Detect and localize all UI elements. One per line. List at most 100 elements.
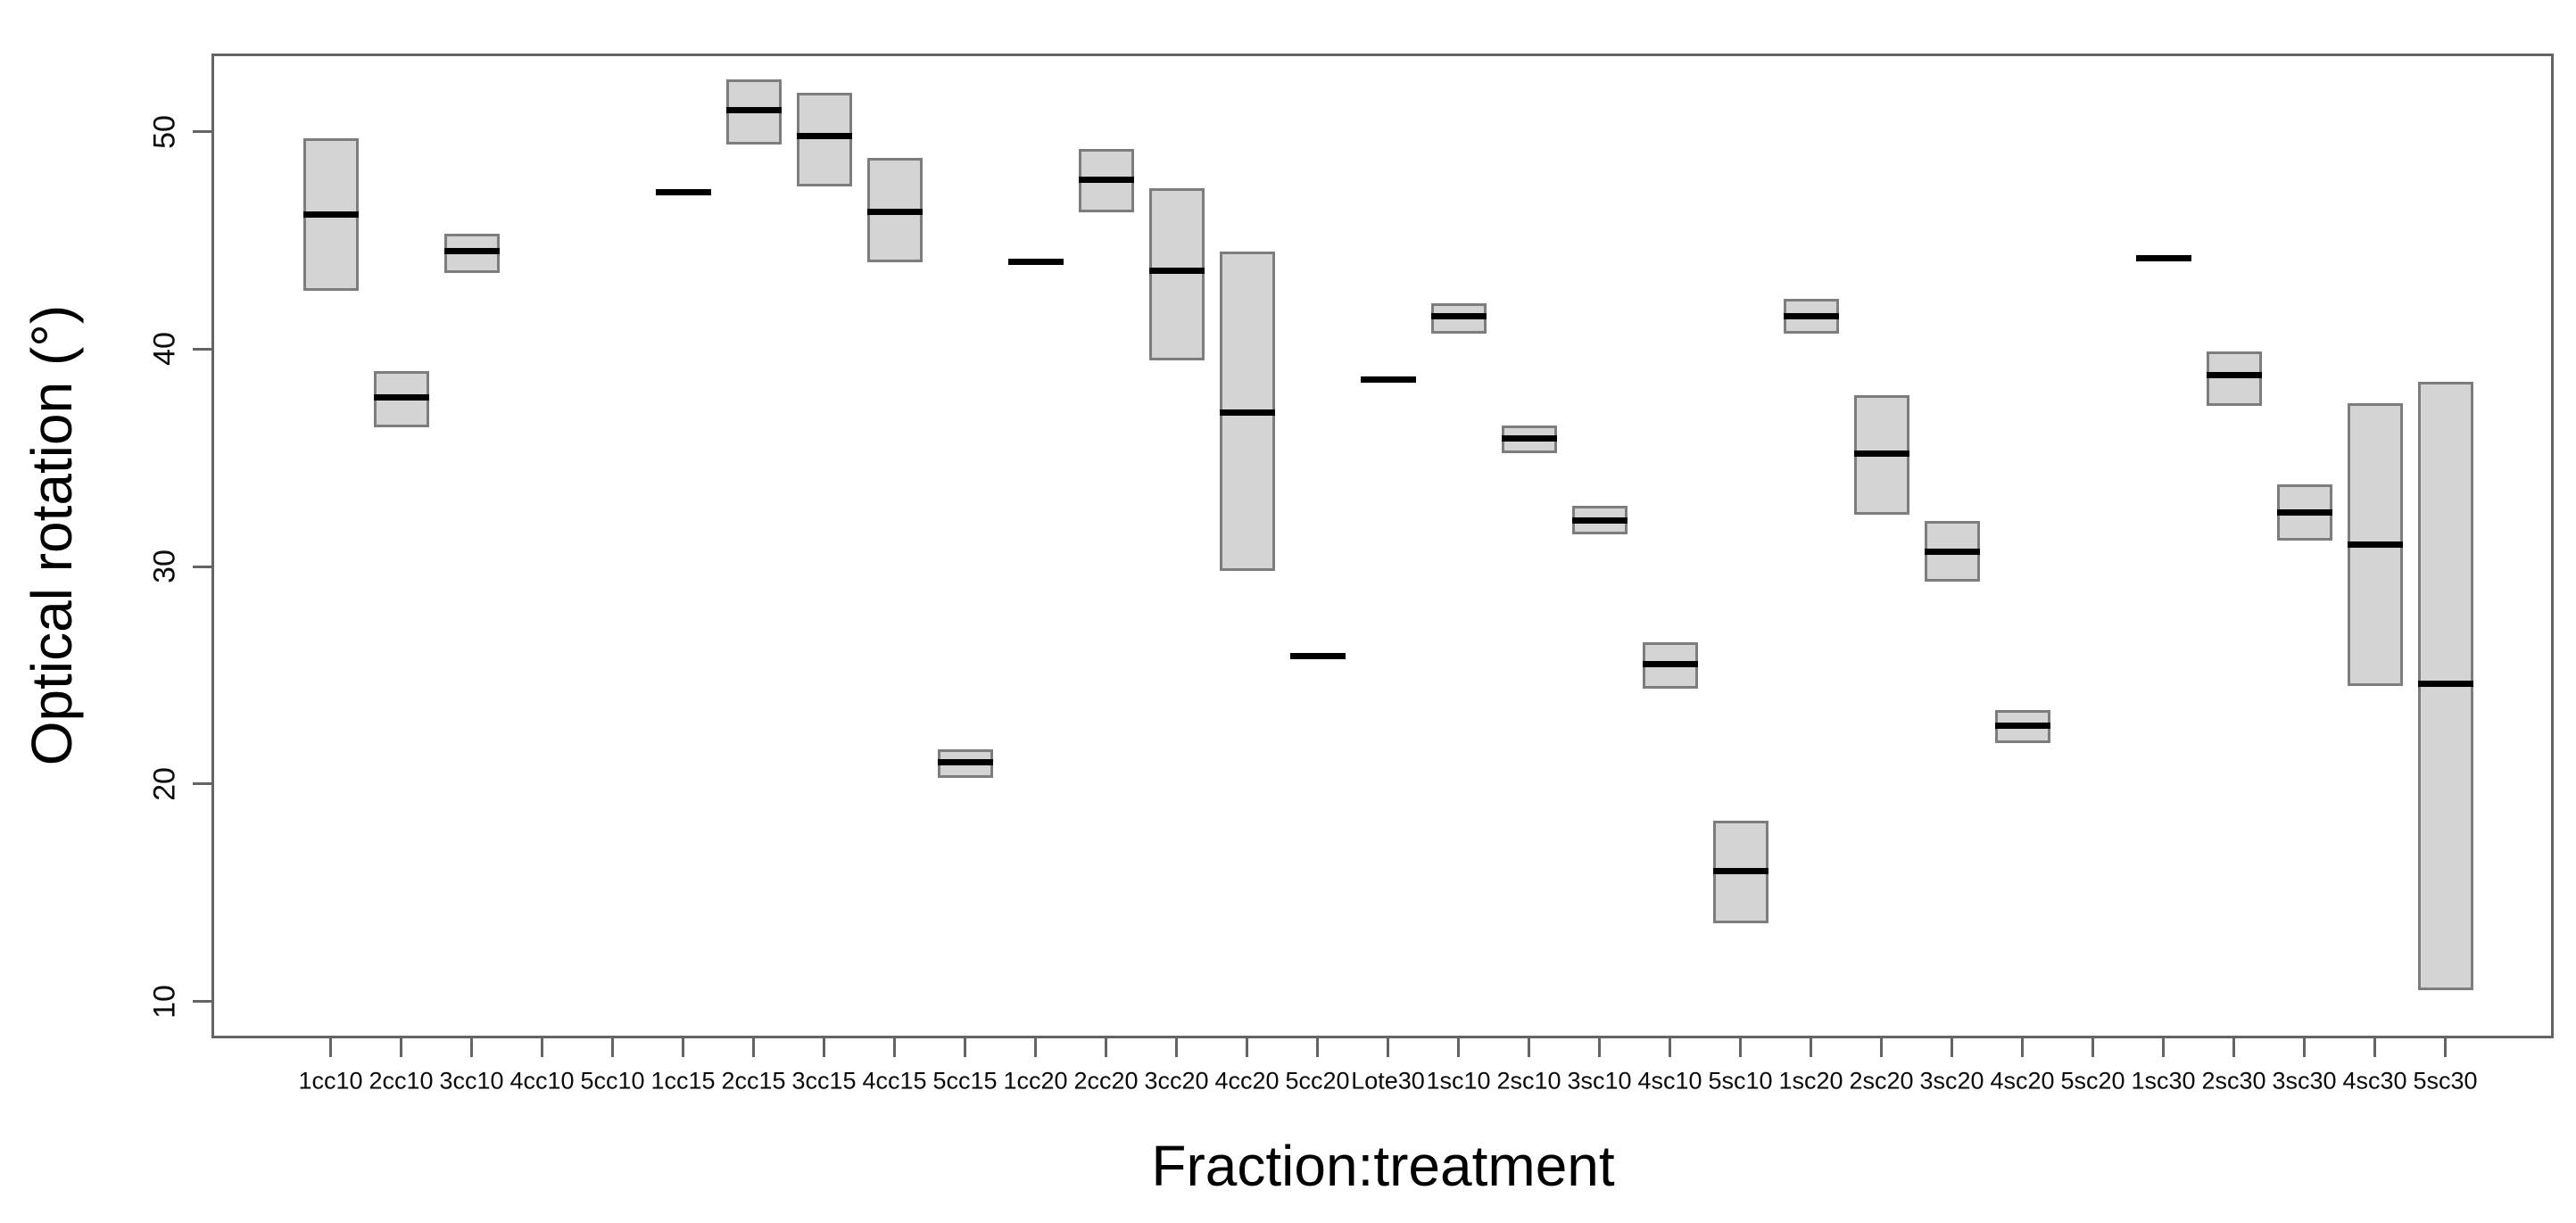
y-tick-label: 30 — [147, 550, 182, 584]
median-line-4sc10 — [1642, 661, 1698, 668]
x-axis-title: Fraction:treatment — [1151, 1134, 1615, 1198]
x-tick-label: 1sc30 — [2131, 1067, 2196, 1095]
median-line-5sc10 — [1712, 867, 1768, 874]
y-axis-tick — [193, 1000, 211, 1004]
x-axis-tick — [2373, 1038, 2376, 1057]
x-axis-tick — [1034, 1038, 1037, 1057]
median-line-2sc30 — [2206, 372, 2262, 379]
x-axis-tick — [1528, 1038, 1530, 1057]
x-axis-tick — [964, 1038, 966, 1057]
y-axis-tick — [193, 565, 211, 568]
x-tick-label: 4cc15 — [862, 1067, 927, 1095]
x-axis-tick — [823, 1038, 825, 1057]
x-tick-label: 3cc20 — [1144, 1067, 1209, 1095]
x-tick-label: 3sc10 — [1567, 1067, 1632, 1095]
median-line-4cc15 — [866, 209, 923, 216]
x-tick-label: 2cc10 — [369, 1067, 434, 1095]
x-tick-label: 4sc30 — [2342, 1067, 2407, 1095]
x-tick-label: Lote30 — [1351, 1067, 1425, 1095]
x-tick-label: 1cc20 — [1003, 1067, 1068, 1095]
x-axis-tick — [1175, 1038, 1178, 1057]
x-axis-tick — [1105, 1038, 1107, 1057]
x-tick-label: 1sc20 — [1778, 1067, 1843, 1095]
y-tick-label: 40 — [147, 332, 182, 367]
median-line-1cc20 — [1007, 259, 1064, 266]
plot-area — [211, 54, 2554, 1038]
median-line-Lote30 — [1360, 376, 1416, 384]
x-axis-tick — [541, 1038, 543, 1057]
x-tick-label: 4sc10 — [1637, 1067, 1702, 1095]
x-axis-tick — [1316, 1038, 1319, 1057]
x-tick-label: 4sc20 — [1990, 1067, 2055, 1095]
median-line-3sc10 — [1571, 517, 1628, 525]
median-line-3sc30 — [2276, 508, 2332, 516]
median-line-5sc30 — [2417, 681, 2473, 688]
x-tick-label: 5cc10 — [580, 1067, 645, 1095]
x-axis-tick — [1951, 1038, 1953, 1057]
x-tick-label: 5cc20 — [1285, 1067, 1350, 1095]
x-axis-tick — [2444, 1038, 2447, 1057]
x-axis-tick — [1669, 1038, 1671, 1057]
x-tick-label: 2sc20 — [1849, 1067, 1914, 1095]
x-axis-tick — [1387, 1038, 1389, 1057]
y-axis-tick — [193, 347, 211, 351]
x-tick-label: 4cc10 — [509, 1067, 575, 1095]
box-3cc20 — [1148, 188, 1205, 360]
median-line-4cc20 — [1219, 409, 1275, 416]
y-tick-label: 50 — [147, 114, 182, 149]
median-line-3cc15 — [796, 133, 852, 140]
median-line-5cc20 — [1289, 652, 1346, 659]
median-line-1sc30 — [2135, 254, 2191, 261]
x-axis-tick — [2303, 1038, 2306, 1057]
median-line-3cc10 — [443, 248, 500, 255]
x-axis-tick — [400, 1038, 402, 1057]
x-axis-tick — [2162, 1038, 2165, 1057]
x-axis-tick — [1880, 1038, 1883, 1057]
median-line-1sc20 — [1783, 313, 1839, 320]
y-tick-label: 20 — [147, 766, 182, 801]
x-axis-tick — [470, 1038, 473, 1057]
median-line-3sc20 — [1924, 548, 1980, 555]
x-axis-tick — [752, 1038, 755, 1057]
x-tick-label: 4cc20 — [1214, 1067, 1280, 1095]
y-axis-tick — [193, 782, 211, 786]
x-axis-tick — [1457, 1038, 1460, 1057]
x-tick-label: 5sc10 — [1708, 1067, 1773, 1095]
median-line-3cc20 — [1148, 268, 1205, 275]
x-tick-label: 3cc15 — [791, 1067, 857, 1095]
x-axis-tick — [2021, 1038, 2024, 1057]
x-axis-tick — [329, 1038, 332, 1057]
median-line-2cc20 — [1078, 176, 1134, 183]
x-tick-label: 1cc15 — [650, 1067, 716, 1095]
y-tick-label: 10 — [147, 984, 182, 1019]
y-axis-tick — [193, 130, 211, 134]
x-axis-tick — [611, 1038, 614, 1057]
x-tick-label: 2cc20 — [1073, 1067, 1139, 1095]
x-tick-label: 5sc30 — [2413, 1067, 2478, 1095]
x-tick-label: 1sc10 — [1426, 1067, 1491, 1095]
x-axis-tick — [1739, 1038, 1742, 1057]
x-axis-tick — [1246, 1038, 1248, 1057]
x-axis-tick — [2232, 1038, 2235, 1057]
x-tick-label: 2sc10 — [1496, 1067, 1561, 1095]
x-axis-tick — [682, 1038, 684, 1057]
median-line-1sc10 — [1430, 313, 1487, 320]
x-axis-tick — [893, 1038, 896, 1057]
median-line-2sc20 — [1853, 450, 1909, 457]
median-line-2cc10 — [373, 393, 429, 401]
x-tick-label: 3sc30 — [2272, 1067, 2337, 1095]
x-tick-label: 1cc10 — [298, 1067, 363, 1095]
x-tick-label: 5sc20 — [2060, 1067, 2125, 1095]
median-line-5cc15 — [937, 758, 993, 765]
x-axis-tick — [1598, 1038, 1601, 1057]
median-line-2cc15 — [725, 106, 782, 113]
x-tick-label: 3sc20 — [1919, 1067, 1984, 1095]
x-axis-tick — [1810, 1038, 1812, 1057]
x-axis-tick — [2091, 1038, 2094, 1057]
box-2sc30 — [2206, 351, 2262, 406]
median-line-1cc15 — [655, 189, 711, 196]
median-line-4sc20 — [1994, 722, 2050, 729]
median-line-1cc10 — [302, 211, 359, 218]
